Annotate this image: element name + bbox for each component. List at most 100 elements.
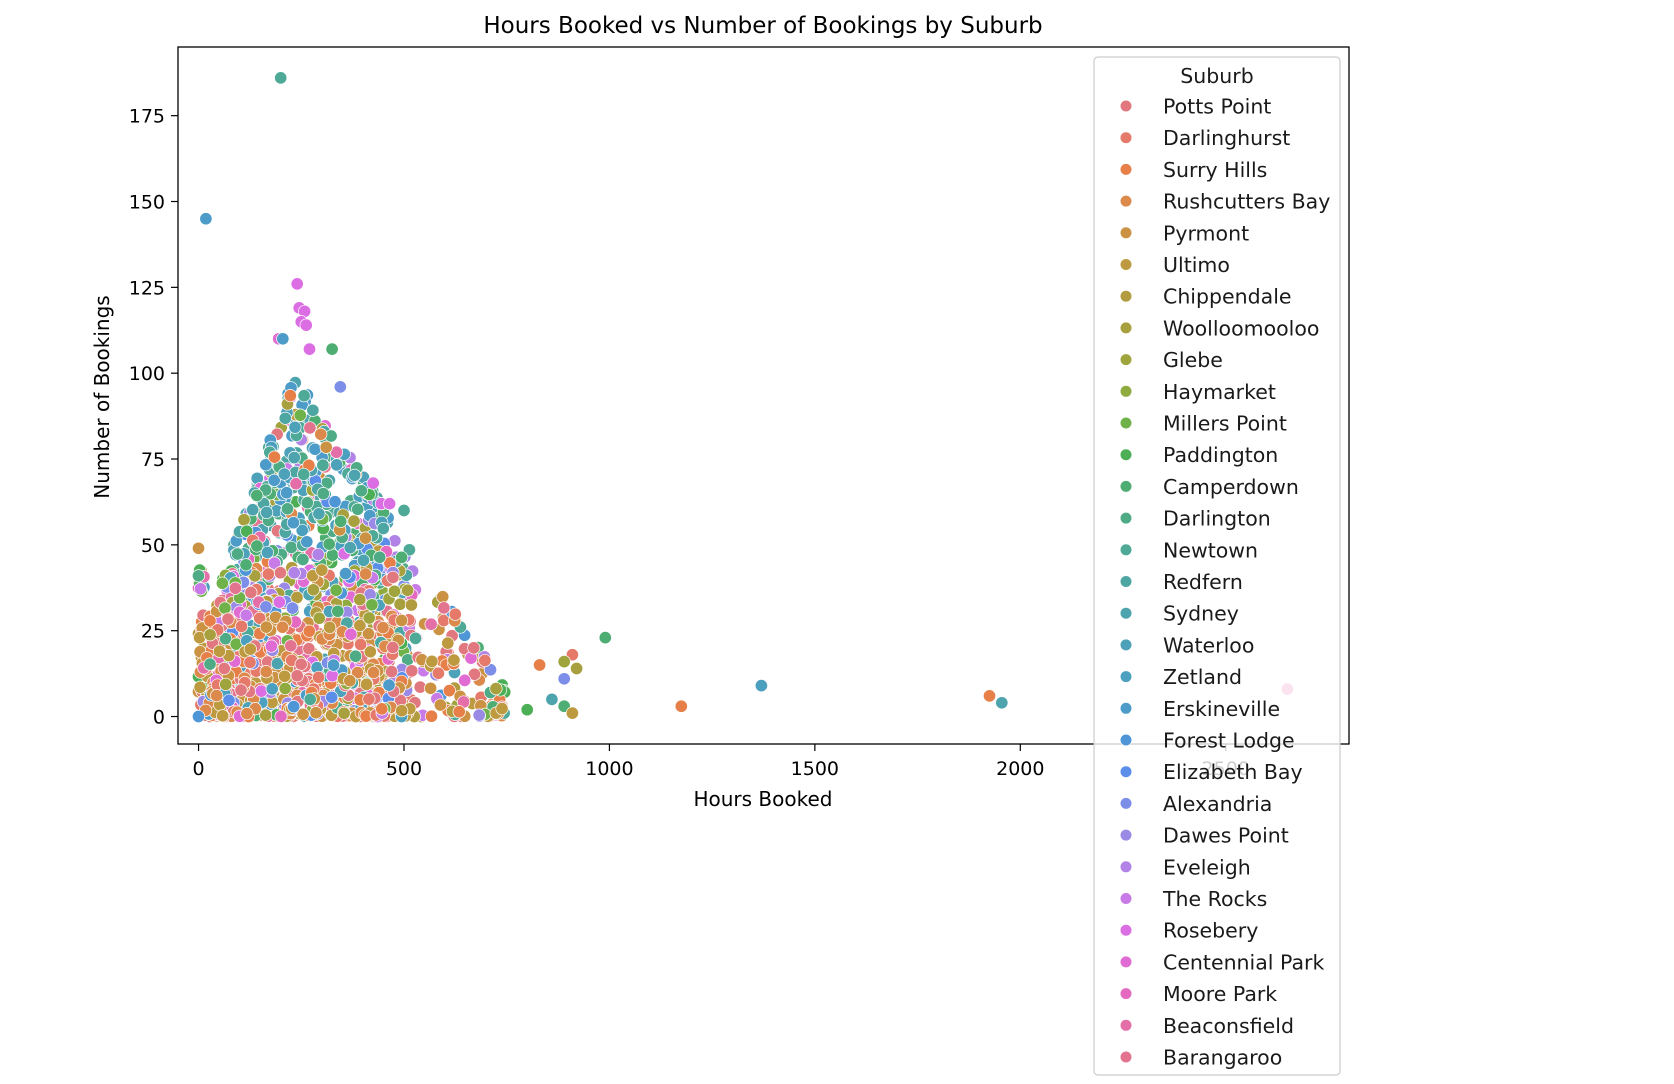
data-point (303, 692, 317, 706)
plot-frame (177, 46, 1350, 745)
data-point (337, 706, 351, 720)
data-point (674, 699, 688, 713)
legend-entry: Elizabeth Bay (1119, 760, 1303, 784)
data-point (565, 706, 579, 720)
legend-label: Camperdown (1163, 475, 1299, 499)
data-point (243, 655, 257, 669)
data-point (362, 692, 376, 706)
legend-label: Chippendale (1163, 285, 1292, 309)
data-point (395, 704, 409, 718)
data-point (424, 617, 438, 631)
data-point (393, 597, 407, 611)
data-point (230, 547, 245, 561)
data-point (424, 681, 438, 695)
legend-entry: Centennial Park (1119, 950, 1324, 974)
legend-label: Erskineville (1163, 697, 1280, 721)
data-point (359, 567, 373, 581)
legend-label: Paddington (1163, 443, 1278, 467)
data-point (316, 458, 330, 472)
legend-marker (1119, 416, 1133, 430)
data-point (191, 569, 206, 583)
data-point (203, 614, 217, 628)
data-point (306, 583, 320, 597)
legend-marker (1119, 575, 1133, 588)
legend-marker (1119, 543, 1133, 556)
data-point (199, 212, 213, 226)
data-point (203, 628, 217, 642)
data-point (424, 709, 439, 723)
legend-marker (1119, 828, 1133, 842)
data-point (210, 689, 224, 703)
data-point (193, 582, 208, 596)
data-point (259, 600, 273, 614)
data-point (267, 450, 282, 464)
data-point (285, 601, 300, 615)
data-point (290, 277, 304, 291)
data-point (294, 657, 308, 671)
data-point (216, 709, 230, 723)
data-point (253, 611, 267, 625)
data-point (329, 583, 343, 597)
data-point (259, 665, 273, 679)
legend-entry: Beaconsfield (1119, 1014, 1294, 1038)
legend-entry: Chippendale (1119, 285, 1292, 309)
data-point (557, 672, 571, 686)
data-points (191, 71, 1294, 724)
legend-entry: The Rocks (1119, 887, 1267, 911)
legend-title: Suburb (1180, 64, 1253, 88)
data-point (754, 679, 768, 693)
data-point (302, 342, 317, 356)
data-point (323, 620, 337, 634)
x-tick-label: 500 (386, 758, 422, 780)
data-point (489, 682, 503, 696)
data-point (274, 71, 288, 85)
legend-entry: Surry Hills (1119, 158, 1267, 182)
data-point (315, 563, 329, 577)
data-point (302, 624, 316, 638)
x-axis: 05001000150020002500 (192, 744, 1250, 780)
y-tick-label: 25 (141, 621, 165, 643)
data-point (354, 484, 368, 498)
data-point (264, 639, 278, 653)
legend-entry: Moore Park (1119, 982, 1277, 1006)
data-point (333, 380, 347, 394)
data-point (299, 318, 313, 332)
data-point (265, 682, 279, 696)
legend-marker (1119, 99, 1133, 113)
data-point (314, 427, 328, 441)
legend-marker (1119, 955, 1133, 969)
y-tick-label: 125 (129, 277, 165, 299)
data-point (442, 684, 456, 698)
data-point (395, 550, 409, 564)
data-point (328, 495, 342, 509)
legend-label: Darlinghurst (1163, 126, 1290, 150)
data-point (312, 611, 326, 625)
data-point (452, 705, 466, 719)
data-point (362, 611, 376, 625)
legend-marker (1119, 353, 1133, 366)
data-point (359, 677, 374, 691)
data-point (437, 601, 451, 615)
data-point (219, 632, 233, 646)
y-tick-label: 50 (141, 535, 165, 557)
data-point (309, 706, 323, 720)
data-point (365, 598, 379, 612)
data-point (495, 702, 509, 716)
legend-entry: Zetland (1119, 665, 1242, 689)
legend-label: Redfern (1163, 570, 1243, 594)
y-axis: 0 25 50 75 100 125 150 175 (129, 106, 178, 729)
data-point (358, 531, 373, 545)
legend-marker (1119, 195, 1133, 208)
legend-entry: Erskineville (1119, 697, 1280, 721)
legend-label: Moore Park (1163, 982, 1277, 1006)
legend-marker (1119, 163, 1133, 176)
legend-label: Surry Hills (1163, 158, 1267, 182)
legend-marker (1119, 892, 1133, 905)
data-point (472, 708, 486, 722)
legend-entry: Glebe (1119, 348, 1223, 372)
data-point (288, 420, 302, 434)
data-point (343, 541, 357, 555)
legend-entry: Sydney (1119, 602, 1239, 626)
data-point (401, 583, 415, 597)
data-point (276, 332, 290, 346)
